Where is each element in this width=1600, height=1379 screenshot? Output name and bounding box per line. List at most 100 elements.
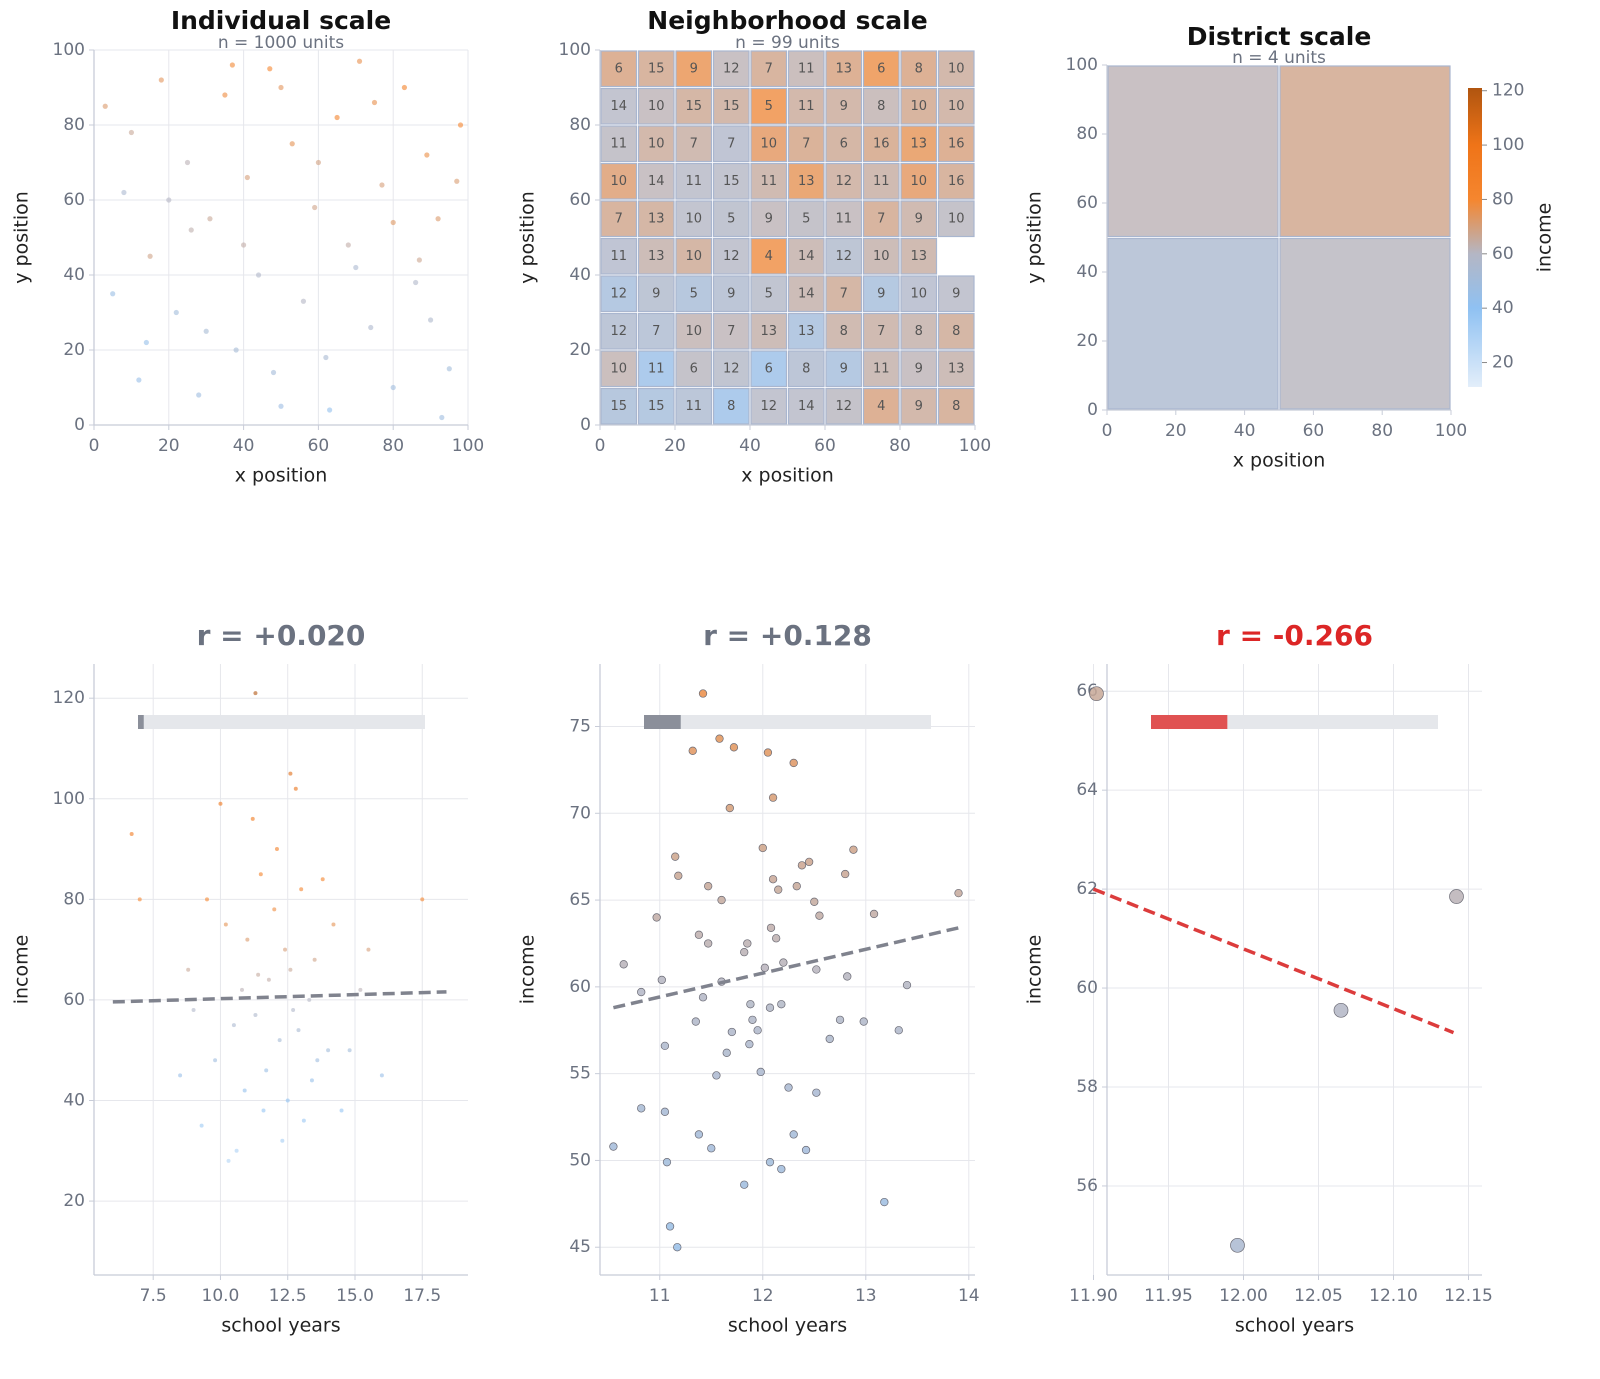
- point: [121, 189, 127, 196]
- point: [323, 354, 329, 361]
- x-tick-label: 12: [752, 1286, 774, 1306]
- point: [358, 987, 363, 992]
- cell: [862, 275, 900, 313]
- point: [110, 291, 116, 297]
- cell: [1279, 65, 1451, 238]
- y-tick-label: 100: [1066, 55, 1098, 75]
- point: [789, 1130, 798, 1139]
- cell-count: 12: [760, 399, 777, 414]
- point: [416, 257, 422, 263]
- point: [772, 934, 781, 943]
- point: [270, 369, 277, 376]
- point: [660, 1107, 670, 1116]
- y-tick-label: 80: [63, 115, 85, 135]
- y-tick-label: 45: [569, 1237, 591, 1257]
- cell: [862, 162, 900, 200]
- cell-count: 5: [765, 286, 773, 301]
- cell-count: 9: [840, 99, 848, 114]
- point: [264, 1068, 269, 1073]
- colorbar-tick-label: 80: [1492, 189, 1514, 209]
- point: [859, 1017, 868, 1026]
- point: [345, 242, 351, 248]
- cell-count: 9: [840, 361, 848, 376]
- point: [353, 264, 359, 271]
- point: [267, 66, 273, 72]
- point: [662, 1158, 672, 1167]
- point: [688, 746, 697, 755]
- point: [371, 99, 378, 106]
- y-tick-label: 60: [1076, 193, 1098, 213]
- point: [435, 216, 441, 222]
- cell-count: 11: [610, 249, 627, 264]
- point: [309, 1078, 314, 1083]
- point: [331, 922, 336, 927]
- point: [288, 771, 293, 776]
- cell: [900, 125, 938, 163]
- cell-count: 6: [840, 136, 848, 151]
- point: [698, 689, 708, 698]
- cell: [900, 162, 938, 200]
- cell: [600, 275, 638, 313]
- cell-count: 10: [760, 136, 777, 151]
- cell: [675, 125, 713, 163]
- cell-count: 15: [610, 399, 627, 414]
- point: [244, 174, 250, 181]
- point: [698, 993, 708, 1002]
- y-axis-label: y position: [517, 191, 539, 284]
- cell: [787, 50, 825, 88]
- x-tick-label: 12.15: [1444, 1286, 1493, 1306]
- point: [743, 939, 752, 948]
- point: [657, 975, 666, 985]
- point: [320, 877, 325, 882]
- point: [1333, 1002, 1349, 1018]
- x-tick-label: 80: [889, 436, 911, 456]
- point: [277, 1038, 282, 1043]
- cell: [787, 200, 825, 238]
- point: [869, 909, 879, 919]
- chart-title: r = -0.266: [1216, 619, 1373, 652]
- point: [652, 913, 661, 922]
- colorbar-tick-label: 120: [1492, 81, 1524, 101]
- point: [660, 1041, 670, 1051]
- cell: [712, 350, 750, 388]
- cell-count: 10: [948, 99, 965, 114]
- cell: [825, 275, 863, 313]
- x-tick-label: 15.0: [336, 1286, 374, 1306]
- cell-count: 7: [615, 211, 623, 226]
- point: [379, 182, 385, 188]
- cell: [637, 275, 675, 313]
- cell: [862, 87, 900, 125]
- point: [315, 1058, 320, 1063]
- cell: [862, 387, 900, 425]
- point: [745, 1039, 754, 1049]
- cell: [900, 387, 938, 425]
- cell: [937, 350, 975, 388]
- point: [760, 963, 769, 972]
- cell-count: 14: [798, 399, 815, 414]
- point: [880, 1197, 889, 1207]
- cell: [750, 350, 788, 388]
- cell-count: 10: [648, 136, 665, 151]
- point: [334, 114, 340, 121]
- x-tick-label: 0: [1102, 421, 1113, 441]
- point: [296, 1028, 301, 1033]
- cell: [862, 237, 900, 275]
- cell: [900, 237, 938, 275]
- point: [1230, 1237, 1245, 1253]
- point: [722, 1048, 731, 1057]
- cell-count: 12: [835, 249, 852, 264]
- point: [255, 272, 262, 278]
- point: [789, 758, 798, 768]
- r-bar: [644, 715, 681, 729]
- x-tick-label: 10.0: [202, 1286, 240, 1306]
- cell-count: 10: [685, 211, 702, 226]
- point: [234, 1148, 239, 1153]
- y-tick-label: 40: [569, 265, 591, 285]
- point: [143, 339, 149, 346]
- cell: [900, 200, 938, 238]
- point: [233, 347, 239, 353]
- cell: [825, 350, 863, 388]
- cell: [787, 125, 825, 163]
- point: [619, 960, 628, 969]
- point: [637, 987, 646, 997]
